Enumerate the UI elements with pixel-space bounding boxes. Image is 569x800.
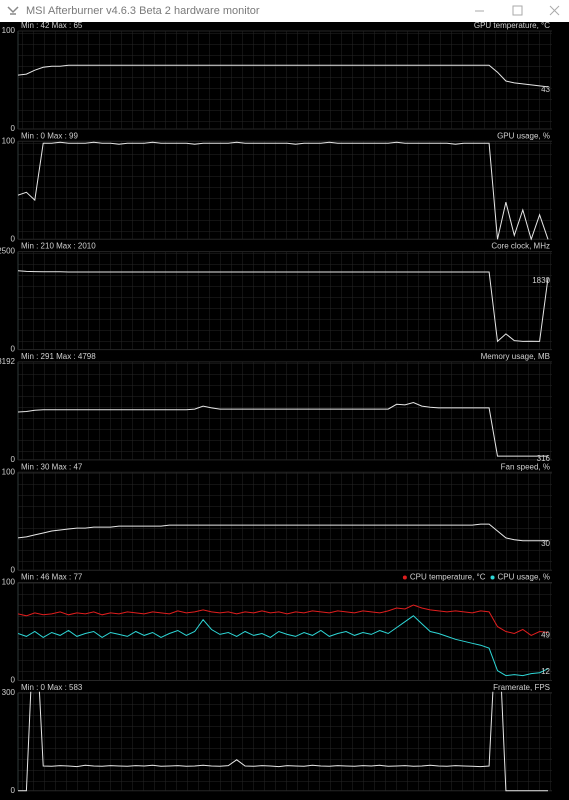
current-value: 30 — [541, 539, 550, 548]
current-value: 49 — [541, 631, 550, 640]
legend-marker — [402, 575, 407, 580]
legend-label: CPU temperature, °C — [410, 573, 486, 582]
y-tick-label: 300 — [2, 688, 16, 697]
series-line — [18, 604, 549, 636]
plot-grid — [18, 692, 552, 791]
min-max: Min : 291 Max : 4798 — [21, 352, 96, 361]
current-value: 43 — [541, 85, 550, 94]
app-icon — [7, 6, 19, 15]
current-value: 1830 — [532, 276, 550, 285]
y-tick-label: 2500 — [0, 247, 16, 256]
min-max: Min : 46 Max : 77 — [21, 573, 83, 582]
current-value: 12 — [541, 667, 550, 676]
y-tick-label: 100 — [2, 467, 16, 476]
min-max: Min : 30 Max : 47 — [21, 462, 83, 471]
legend-label: CPU usage, % — [498, 573, 550, 582]
plot-grid — [18, 582, 552, 681]
plot-grid — [18, 31, 552, 129]
series-line — [18, 523, 548, 542]
min-max: Min : 210 Max : 2010 — [21, 242, 96, 251]
current-value: 316 — [537, 454, 551, 463]
panel-title: Framerate, FPS — [493, 683, 550, 692]
series-line — [18, 270, 549, 343]
panel-title: Fan speed, % — [501, 462, 550, 471]
plot-grid — [18, 251, 552, 350]
panel-title: Memory usage, MB — [481, 352, 550, 361]
y-tick-label: 0 — [11, 234, 16, 243]
y-tick-label: 0 — [11, 786, 16, 795]
series-line — [18, 141, 549, 241]
y-tick-label: 0 — [11, 455, 16, 464]
legend-marker — [490, 575, 495, 580]
plot-grid — [18, 472, 552, 571]
y-tick-label: 0 — [11, 124, 16, 133]
series-line — [18, 401, 548, 457]
series-line — [18, 64, 549, 88]
maximize-button[interactable] — [512, 5, 523, 16]
panel-title: GPU usage, % — [497, 131, 550, 140]
panel-title: Core clock, MHz — [491, 242, 550, 251]
series-line — [18, 615, 549, 677]
plot-grid — [18, 361, 552, 460]
y-tick-label: 100 — [2, 136, 16, 145]
window-title: MSI Afterburner v4.6.3 Beta 2 hardware m… — [26, 5, 260, 17]
y-tick-label: 0 — [11, 565, 16, 574]
min-max: Min : 0 Max : 99 — [21, 131, 78, 140]
title-bar — [0, 0, 569, 22]
panel-title: GPU temperature, °C — [474, 21, 550, 30]
plot-grid — [18, 141, 552, 240]
y-tick-label: 100 — [2, 578, 16, 587]
y-tick-label: 8192 — [0, 357, 16, 366]
min-max: Min : 42 Max : 65 — [21, 21, 83, 30]
y-tick-label: 0 — [11, 676, 16, 685]
min-max: Min : 0 Max : 583 — [21, 683, 83, 692]
y-tick-label: 100 — [2, 26, 16, 35]
series-line — [18, 691, 548, 792]
close-button[interactable] — [549, 5, 560, 16]
y-tick-label: 0 — [11, 345, 16, 354]
